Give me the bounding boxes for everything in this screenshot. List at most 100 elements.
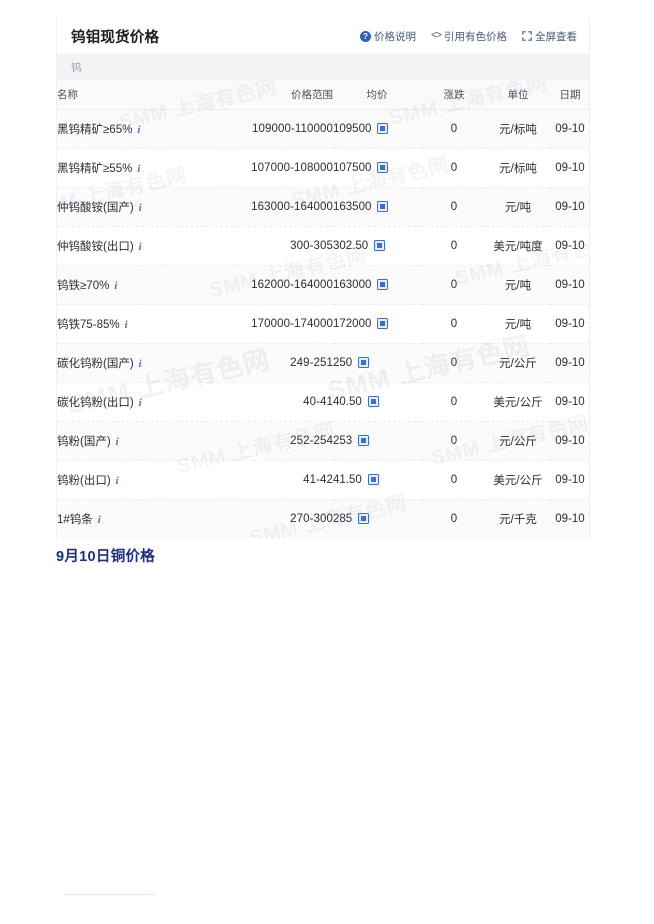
cell-change: 0 xyxy=(421,187,487,227)
cell-change: 0 xyxy=(421,304,487,344)
fullscreen-icon xyxy=(522,31,532,41)
info-icon[interactable]: i xyxy=(138,202,142,214)
material-name: 仲钨酸铵(国产) xyxy=(57,201,134,214)
material-name: 黑钨精矿≥55% xyxy=(57,162,133,175)
cell-average-price: 107500 xyxy=(333,148,421,188)
cell-price-range: 41-42 xyxy=(233,460,333,500)
col-header-date: 日期 xyxy=(549,80,589,110)
header-actions: ? 价格说明 <> 引用有色价格 全屏查看 xyxy=(359,29,577,44)
cell-average-price: 163500 xyxy=(333,187,421,227)
group-label: 钨 xyxy=(71,62,82,74)
col-header-name: 名称 xyxy=(57,80,233,110)
cell-date: 09-10 xyxy=(549,382,589,422)
table-row[interactable]: 碳化钨粉(国产) i 249-251 250 0 元/公斤 09-10 xyxy=(57,343,589,383)
table-wrapper: 名称 价格范围 均价 涨跌 单位 日期 黑钨精矿≥65% i 109000-1100… xyxy=(57,80,589,539)
copy-icon[interactable] xyxy=(374,240,386,251)
cell-date: 09-10 xyxy=(549,265,589,305)
copy-icon[interactable] xyxy=(358,513,370,524)
cell-unit: 美元/吨度 xyxy=(487,226,549,266)
copy-icon[interactable] xyxy=(358,357,370,368)
cell-price-range: 300-305 xyxy=(233,226,333,266)
col-header-range: 价格范围 xyxy=(233,80,333,110)
average-price-value: 172000 xyxy=(333,317,372,330)
table-row[interactable]: 碳化钨粉(出口) i 40-41 40.50 0 美元/公斤 09-10 xyxy=(57,382,589,422)
average-price-value: 163000 xyxy=(333,278,372,291)
info-icon[interactable]: i xyxy=(115,436,119,448)
table-row[interactable]: 黑钨精矿≥65% i 109000-110000 109500 0 元/标吨 09-10 xyxy=(57,109,589,149)
copy-icon[interactable] xyxy=(377,279,389,290)
material-name: 仲钨酸铵(出口) xyxy=(57,240,134,253)
info-icon[interactable]: i xyxy=(115,475,119,487)
cell-price-range: 162000-164000 xyxy=(233,265,333,305)
copy-icon[interactable] xyxy=(377,318,389,329)
average-price-value: 41.50 xyxy=(333,473,362,486)
cell-change: 0 xyxy=(421,148,487,188)
info-icon[interactable]: i xyxy=(124,319,128,331)
cell-average-price: 109500 xyxy=(333,109,421,149)
table-row[interactable]: 1#钨条 i 270-300 285 0 元/千克 09-10 xyxy=(57,499,589,538)
cell-unit: 元/公斤 xyxy=(487,421,549,461)
table-row[interactable]: 仲钨酸铵(出口) i 300-305 302.50 0 美元/吨度 09-10 xyxy=(57,226,589,266)
info-icon[interactable]: i xyxy=(138,397,142,409)
material-name: 碳化钨粉(出口) xyxy=(57,396,134,409)
info-icon[interactable]: i xyxy=(137,163,141,175)
table-row[interactable]: 钨铁≥70% i 162000-164000 163000 0 元/吨 09-10 xyxy=(57,265,589,305)
cell-change: 0 xyxy=(421,265,487,305)
price-explanation-button[interactable]: ? 价格说明 xyxy=(359,29,416,44)
info-icon[interactable]: i xyxy=(114,280,118,292)
price-table-card: 钨钼现货价格 ? 价格说明 <> 引用有色价格 全屏查看 xyxy=(56,18,590,539)
cell-date: 09-10 xyxy=(549,421,589,461)
material-name: 钨铁75-85% xyxy=(57,318,120,331)
copy-icon[interactable] xyxy=(377,123,389,134)
cell-average-price: 163000 xyxy=(333,265,421,305)
price-explanation-label: 价格说明 xyxy=(373,30,416,43)
cell-price-range: 252-254 xyxy=(233,421,333,461)
table-row[interactable]: 仲钨酸铵(国产) i 163000-164000 163500 0 元/吨 09-10 xyxy=(57,187,589,227)
info-icon[interactable]: i xyxy=(138,241,142,253)
info-icon[interactable]: i xyxy=(138,358,142,370)
info-icon[interactable]: i xyxy=(137,124,141,136)
cite-price-button[interactable]: <> 引用有色价格 xyxy=(431,29,507,44)
table-row[interactable]: 黑钨精矿≥55% i 107000-108000 107500 0 元/标吨 09-10 xyxy=(57,148,589,188)
card-header: 钨钼现货价格 ? 价格说明 <> 引用有色价格 全屏查看 xyxy=(57,18,589,55)
table-row[interactable]: 钨粉(出口) i 41-42 41.50 0 美元/公斤 09-10 xyxy=(57,460,589,500)
section-heading-copper-price: 9月10日铜价格 xyxy=(56,549,156,565)
cell-date: 09-10 xyxy=(549,109,589,149)
cell-name: 碳化钨粉(国产) i xyxy=(57,343,233,383)
material-name: 钨粉(国产) xyxy=(57,435,111,448)
fullscreen-label: 全屏查看 xyxy=(535,30,577,43)
cell-change: 0 xyxy=(421,343,487,383)
cell-price-range: 163000-164000 xyxy=(233,187,333,227)
cell-unit: 元/公斤 xyxy=(487,343,549,383)
average-price-value: 285 xyxy=(333,512,353,525)
cell-unit: 元/千克 xyxy=(499,513,537,526)
material-name: 黑钨精矿≥65% xyxy=(57,123,133,136)
copy-icon[interactable] xyxy=(377,162,389,173)
material-name: 钨粉(出口) xyxy=(57,474,111,487)
info-icon[interactable]: i xyxy=(97,514,101,526)
cell-average-price: 253 xyxy=(333,421,421,461)
cell-date: 09-10 xyxy=(549,304,589,344)
cell-average-price: 302.50 xyxy=(333,226,421,266)
page-title: 钨钼现货价格 xyxy=(71,29,160,46)
copy-icon[interactable] xyxy=(367,474,379,485)
copy-icon[interactable] xyxy=(358,435,370,446)
cell-name: 碳化钨粉(出口) i xyxy=(57,382,233,422)
cell-unit: 美元/公斤 xyxy=(487,382,549,422)
cell-price-range: 270-300 xyxy=(290,512,333,525)
table-row[interactable]: 钨粉(国产) i 252-254 253 0 元/公斤 09-10 xyxy=(57,421,589,461)
copy-icon[interactable] xyxy=(377,201,389,212)
average-price-value: 302.50 xyxy=(333,239,369,252)
table-row[interactable]: 钨铁75-85% i 170000-174000 172000 0 元/吨 09-10 xyxy=(57,304,589,344)
col-header-unit: 单位 xyxy=(487,80,549,110)
cell-average-price: 285 xyxy=(333,499,421,538)
price-table: 名称 价格范围 均价 涨跌 单位 日期 黑钨精矿≥65% i 109000-1100… xyxy=(57,80,589,539)
material-name: 碳化钨粉(国产) xyxy=(57,357,134,370)
cell-price-range: 109000-110000 xyxy=(233,109,333,149)
copy-icon[interactable] xyxy=(367,396,379,407)
cell-name: 钨粉(国产) i xyxy=(57,421,233,461)
cell-change: 0 xyxy=(450,512,458,525)
fullscreen-button[interactable]: 全屏查看 xyxy=(522,29,577,44)
cell-name: 1#钨条 i xyxy=(57,499,233,538)
cell-date: 09-10 xyxy=(549,148,589,188)
